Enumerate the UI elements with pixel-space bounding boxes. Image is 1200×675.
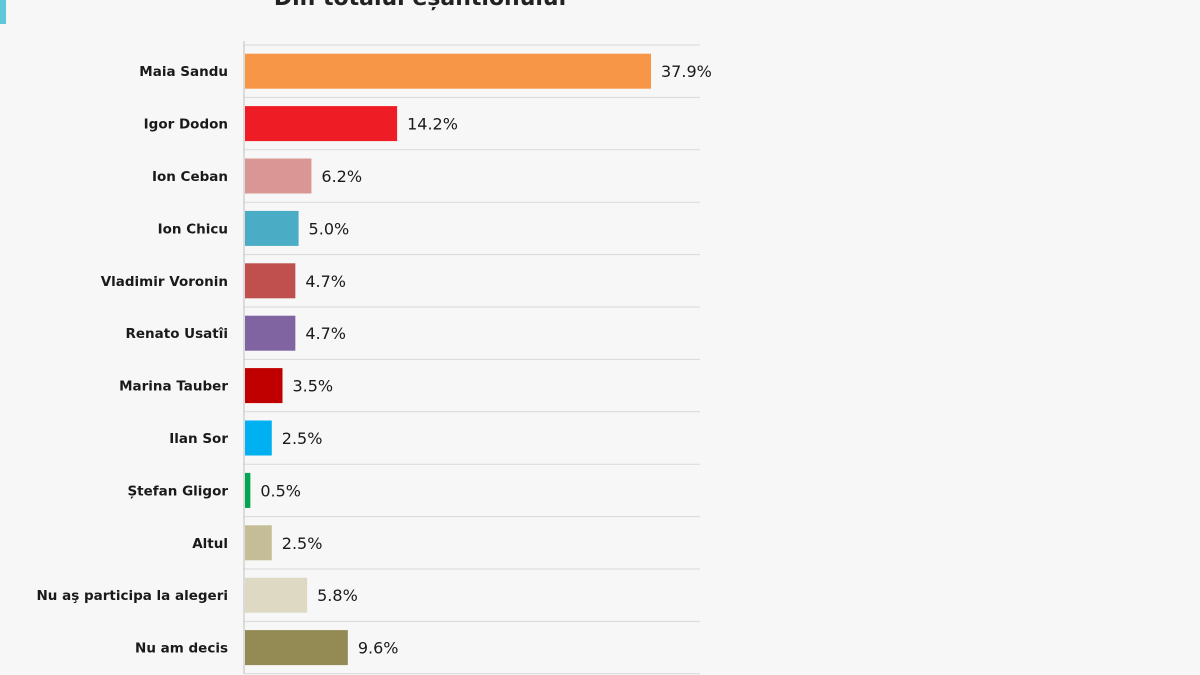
value-label: 9.6% bbox=[358, 639, 399, 658]
category-label: Maia Sandu bbox=[139, 64, 228, 80]
category-label: Nu aş participa la alegeri bbox=[36, 588, 228, 604]
value-label: 5.0% bbox=[309, 219, 350, 238]
bar bbox=[245, 263, 296, 299]
category-label: Ilan Sor bbox=[169, 431, 228, 447]
value-label: 0.5% bbox=[260, 481, 301, 500]
value-label: 14.2% bbox=[407, 115, 458, 134]
category-label: Nu am decis bbox=[135, 641, 228, 657]
bar bbox=[245, 630, 348, 666]
bar bbox=[245, 315, 296, 351]
category-label: Marina Tauber bbox=[119, 379, 228, 395]
bar bbox=[245, 420, 272, 456]
category-label: Ștefan Gligor bbox=[127, 483, 228, 499]
value-label: 4.7% bbox=[305, 324, 346, 343]
top-left-accent bbox=[0, 0, 6, 24]
category-label: Renato Usatîi bbox=[125, 326, 228, 342]
category-label: Altul bbox=[192, 536, 228, 552]
value-label: 37.9% bbox=[661, 62, 712, 81]
chart-title: Din totalul eșantionului bbox=[0, 0, 840, 11]
category-label: Igor Dodon bbox=[144, 117, 228, 133]
value-label: 6.2% bbox=[321, 167, 362, 186]
value-label: 2.5% bbox=[282, 429, 323, 448]
bar bbox=[245, 106, 398, 142]
bar bbox=[245, 210, 299, 246]
value-label: 2.5% bbox=[282, 534, 323, 553]
bar bbox=[245, 368, 283, 404]
bar bbox=[245, 577, 308, 613]
value-label: 4.7% bbox=[305, 272, 346, 291]
category-label: Vladimir Voronin bbox=[101, 274, 228, 290]
value-label: 3.5% bbox=[292, 377, 333, 396]
bar bbox=[245, 472, 251, 508]
bar bbox=[245, 53, 651, 89]
value-label: 5.8% bbox=[317, 586, 358, 605]
bar bbox=[245, 158, 312, 194]
category-label: Ion Chicu bbox=[158, 221, 228, 237]
bar bbox=[245, 525, 272, 561]
category-label: Ion Ceban bbox=[152, 169, 228, 185]
